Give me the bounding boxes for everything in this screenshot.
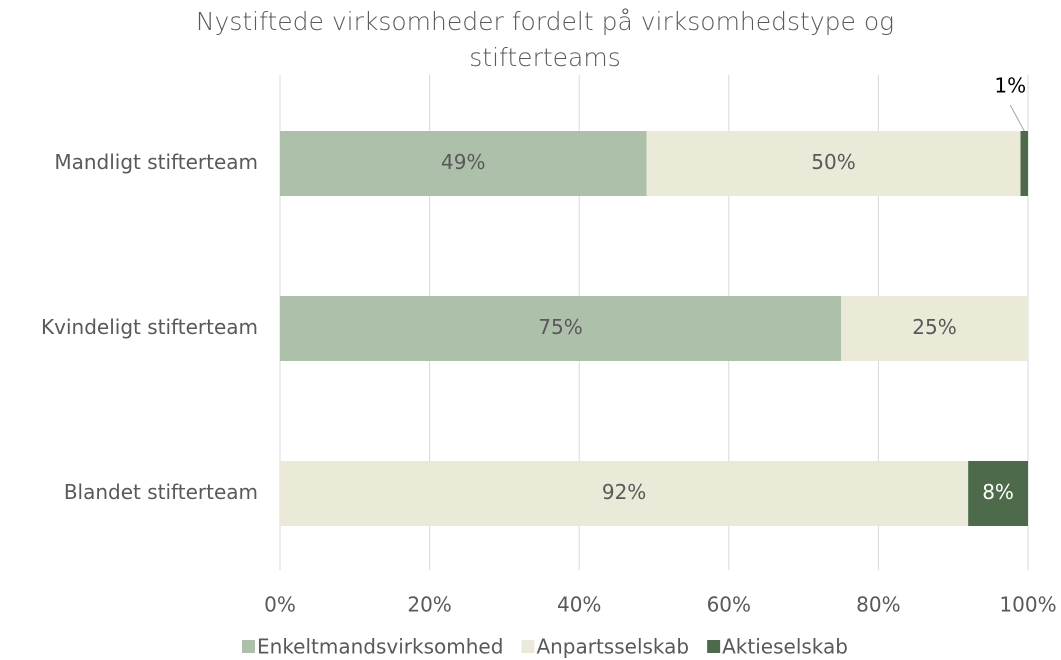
legend-label: Enkeltmandsvirksomhed [257,635,503,659]
x-tick-label: 80% [856,593,900,617]
bar-segment [280,131,647,196]
chart-title: Nystiftede virksomheder fordelt på virks… [195,7,895,72]
y-tick-label: Blandet stifterteam [64,480,258,504]
x-tick-label: 60% [707,593,751,617]
bar-segment [841,296,1028,361]
leader-line [1009,104,1025,132]
data-label: 49% [441,150,485,174]
data-label: 1% [994,74,1026,98]
bar-segment [1020,131,1028,196]
bar-segment [646,131,1021,196]
legend-label: Anpartsselskab [536,635,689,659]
bar-segment [280,461,969,526]
data-label: 92% [602,480,646,504]
legend-label: Aktieselskab [722,635,848,659]
legend-swatch [242,640,256,653]
x-tick-label: 40% [557,593,601,617]
data-label: 8% [982,480,1014,504]
legend-swatch [521,640,535,653]
x-tick-label: 100% [999,593,1056,617]
legend-swatch [707,640,721,653]
bar-segment [968,461,1028,526]
x-tick-label: 0% [264,593,296,617]
x-tick-label: 20% [407,593,451,617]
bar-segment [280,296,841,361]
data-label: 25% [912,315,956,339]
data-label: 50% [811,150,855,174]
y-tick-label: Mandligt stifterteam [54,150,258,174]
y-tick-label: Kvindeligt stifterteam [41,315,258,339]
data-label: 75% [538,315,582,339]
